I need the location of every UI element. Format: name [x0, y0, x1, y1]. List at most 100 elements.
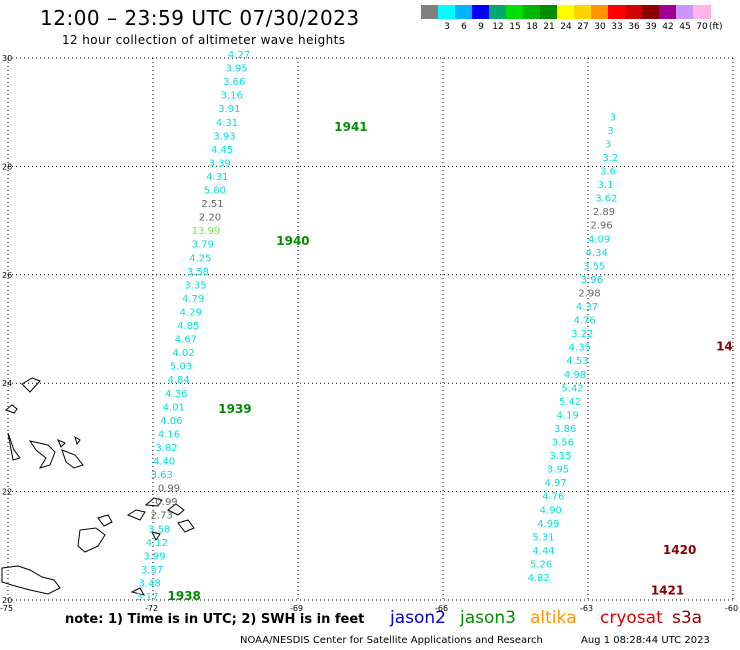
legend-swatch: [625, 5, 643, 19]
wave-height-value: 3: [605, 139, 611, 150]
legend-swatch: [421, 5, 439, 19]
legend-swatch: [574, 5, 592, 19]
wave-height-value: 5.42: [561, 383, 583, 394]
longitude-label: -69: [290, 604, 303, 613]
satellite-name-s3a: s3a: [672, 608, 703, 628]
map-subtitle: 12 hour collection of altimeter wave hei…: [62, 33, 346, 47]
wave-height-value: 3.63: [151, 470, 173, 481]
legend-tick-label: 18: [526, 22, 538, 32]
wave-height-value: 4.02: [172, 348, 194, 359]
legend-swatch: [591, 5, 609, 19]
legend-tick-label: 36: [628, 22, 640, 32]
satellite-name-jason2: jason2: [390, 608, 446, 628]
wave-height-value: 2.96: [590, 221, 612, 232]
coastline-island: [97, 514, 113, 527]
wave-height-value: 5.03: [170, 362, 192, 373]
wave-height-value: 3.22: [571, 329, 593, 340]
latitude-label: 24: [2, 379, 12, 388]
wave-height-value: 3.1: [598, 180, 614, 191]
footer-note: note: 1) Time is in UTC; 2) SWH is in fe…: [65, 612, 365, 627]
coastline-island: [151, 531, 161, 541]
coastline-island: [126, 509, 146, 521]
wave-height-value: 4.29: [180, 307, 202, 318]
wave-height-value: 4.76: [574, 316, 596, 327]
legend-swatch: [523, 5, 541, 19]
wave-height-value: 3.82: [155, 443, 177, 454]
wave-height-value: 3.79: [192, 240, 214, 251]
wave-height-value: 3.66: [223, 77, 245, 88]
coastline-island: [1, 565, 61, 595]
wave-height-value: 3.58: [187, 267, 209, 278]
legend-swatch: [659, 5, 677, 19]
coastline-island: [130, 587, 146, 596]
wave-height-value: 5.42: [559, 397, 581, 408]
wave-height-value: 4.09: [588, 234, 610, 245]
wave-height-value: 2.98: [578, 288, 600, 299]
coastline-island: [74, 435, 81, 446]
wave-height-value: 4.16: [158, 429, 180, 440]
wave-height-value: 0.99: [155, 497, 177, 508]
wave-height-value: 4.19: [557, 410, 579, 421]
legend-swatch: [557, 5, 575, 19]
wave-height-value: 3.6: [600, 167, 616, 178]
legend-swatch: [438, 5, 456, 19]
pass-number-label: 1420: [663, 543, 696, 557]
legend-swatch: [489, 5, 507, 19]
legend-tick-label: 30: [594, 22, 606, 32]
wave-height-value: 3.95: [547, 465, 569, 476]
wave-height-value: 3.48: [139, 578, 161, 589]
satellite-name-jason3: jason3: [460, 608, 516, 628]
wave-height-value: 3.15: [549, 451, 571, 462]
latitude-label: 26: [2, 271, 12, 280]
wave-height-value: 4.34: [586, 248, 608, 259]
latitude-label: 22: [2, 488, 12, 497]
wave-height-value: 4.37: [576, 302, 598, 313]
wave-height-value: 4.76: [542, 492, 564, 503]
pass-number-label: 1941: [334, 120, 367, 134]
wave-height-value: 2.20: [199, 213, 221, 224]
legend-tick-label: 39: [645, 22, 657, 32]
wave-height-value: 2.51: [201, 199, 223, 210]
wave-height-value: 4.67: [175, 335, 197, 346]
wave-height-value: 4.31: [216, 118, 238, 129]
wave-height-value: 4.35: [569, 343, 591, 354]
legend-tick-label: 9: [478, 22, 484, 32]
satellite-name-cryosat: cryosat: [600, 608, 663, 628]
wave-height-value: 3.91: [218, 104, 240, 115]
satellite-name-altika: altika: [530, 608, 577, 628]
pass-number-label: 1421: [651, 584, 684, 598]
pass-number-label: 1938: [168, 589, 201, 603]
legend-swatch: [540, 5, 558, 19]
wave-height-value: 4.97: [545, 478, 567, 489]
wave-height-value: 4.99: [537, 519, 559, 530]
longitude-label: -66: [435, 604, 448, 613]
wave-height-value: 3.96: [581, 275, 603, 286]
legend-tick-label: 33: [611, 22, 623, 32]
wave-height-value: 4.90: [540, 505, 562, 516]
legend-tick-label: 70: [696, 22, 708, 32]
legend-swatch: [642, 5, 660, 19]
legend-swatch: [608, 5, 626, 19]
legend-swatch: [693, 5, 711, 19]
wave-height-value: 3.35: [184, 280, 206, 291]
coastline-island: [144, 497, 163, 507]
legend-tick-label: 3: [444, 22, 450, 32]
wave-height-value: 4.84: [168, 375, 190, 386]
legend-tick-label: 45: [679, 22, 691, 32]
wave-height-value: 3.39: [209, 158, 231, 169]
longitude-label: -72: [145, 604, 158, 613]
longitude-label: -60: [725, 604, 738, 613]
wave-height-value: 4.06: [160, 416, 182, 427]
wave-height-value: 3.86: [554, 424, 576, 435]
wave-height-value: 3.16: [221, 91, 243, 102]
legend-swatch: [676, 5, 694, 19]
wave-height-value: 3.95: [226, 64, 248, 75]
wave-height-value: 4.44: [532, 546, 554, 557]
legend-swatch: [455, 5, 473, 19]
pass-number-label: 1940: [276, 234, 309, 248]
wave-height-value: 3.57: [141, 565, 163, 576]
coastline-island: [7, 432, 21, 461]
wave-height-value: 13.99: [192, 226, 221, 237]
wave-height-value: 2.89: [593, 207, 615, 218]
